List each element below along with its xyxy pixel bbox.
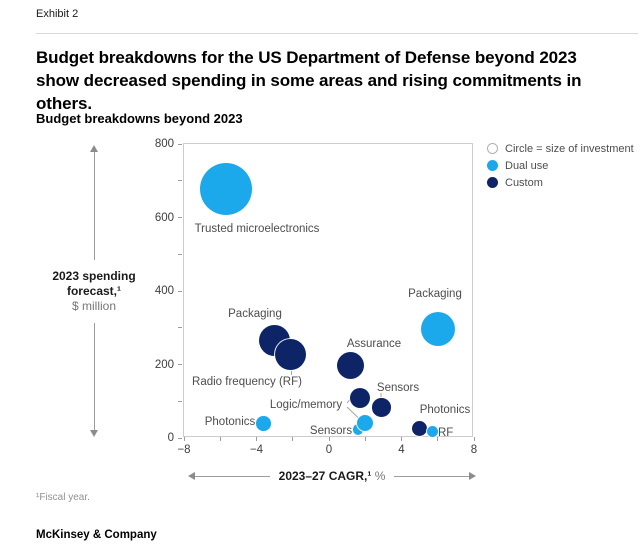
x-axis-label: 2023–27 CAGR,¹ % [279, 469, 386, 483]
arrow-up-icon [90, 145, 98, 152]
x-tick-label: 0 [325, 444, 333, 456]
dual-use-dot-icon [487, 160, 498, 171]
bubble-photonics-dual-use [256, 416, 272, 431]
bubble-assurance-custom [337, 352, 365, 380]
bubble-radio-frequency-rf-custom [275, 338, 307, 370]
x-tick [292, 437, 294, 441]
y-tick-label: 200 [154, 358, 174, 371]
y-tick [178, 143, 182, 145]
y-axis-arrow-line-top [93, 152, 95, 260]
x-axis-unit: % [374, 469, 386, 483]
y-tick-label: 600 [154, 211, 174, 224]
x-tick [437, 437, 439, 441]
legend-custom-label: Custom [505, 176, 543, 189]
x-tick-label: 4 [398, 444, 405, 456]
chart-title: Budget breakdowns beyond 2023 [36, 111, 243, 126]
y-tick [178, 180, 182, 182]
empty-circle-icon [487, 143, 498, 154]
y-axis-label-line2: forecast,¹ [66, 283, 122, 298]
bubble-rf-dual-use [426, 425, 438, 438]
x-tick [183, 437, 185, 441]
x-tick [364, 437, 366, 441]
legend-row-custom: Custom [487, 174, 634, 191]
page-title: Budget breakdowns for the US Department … [36, 48, 582, 113]
x-axis-arrow-line-right [394, 475, 470, 477]
y-tick [178, 217, 182, 218]
bubble-packaging-dual-use [420, 311, 455, 347]
legend-row-size: Circle = size of investment [487, 140, 634, 157]
legend-size-note: Circle = size of investment [505, 142, 634, 155]
y-tick-label: 0 [167, 432, 174, 444]
y-tick-label: 400 [154, 285, 174, 297]
y-tick [178, 400, 182, 402]
point-label-sensors-custom: Sensors [376, 382, 420, 394]
point-label-photonics-dual-use: Photonics [204, 416, 256, 428]
x-axis-label-text: 2023–27 CAGR,¹ [278, 469, 372, 483]
legend: Circle = size of investment Dual use Cus… [487, 140, 634, 191]
x-tick-label: −4 [249, 444, 264, 456]
legend-dual-use-label: Dual use [505, 159, 549, 172]
y-tick [178, 327, 182, 329]
point-label-sensors-dual-use: Sensors [309, 425, 353, 437]
y-axis-annotation: 2023 spending forecast,¹ $ million [49, 145, 139, 437]
x-axis-arrow-line-left [195, 475, 270, 477]
y-tick [178, 437, 182, 439]
source-attribution: McKinsey & Company [36, 529, 157, 541]
x-tick-label: −8 [177, 444, 191, 456]
arrow-right-icon [469, 472, 477, 480]
y-axis-label-line1: 2023 spending [52, 268, 136, 283]
plot-area: −8 −4 0 4 8 800 600 400 200 0 Trusted microelectro… [155, 138, 477, 456]
custom-dot-icon [487, 177, 498, 188]
point-label-packaging-custom: Packaging [228, 308, 282, 320]
y-tick [178, 364, 182, 365]
x-axis-annotation: 2023–27 CAGR,¹ % [188, 468, 477, 484]
x-tick-label: 8 [470, 444, 478, 456]
x-tick [219, 437, 221, 441]
point-label-trusted-microelectronics-dual-use: Trusted microelectronics [194, 223, 320, 235]
y-axis-arrow-line-bottom [93, 322, 95, 430]
y-tick [178, 290, 182, 292]
header-divider [36, 33, 638, 34]
point-label-logic-memory-custom: Logic/memory [269, 399, 343, 411]
x-tick [401, 437, 402, 441]
bubble-trusted-microelectronics-dual-use [199, 162, 252, 215]
arrow-left-icon [188, 472, 195, 480]
bubble-sensors-dual-use [352, 424, 364, 435]
bubble-logic-memory-dual-use [357, 415, 374, 432]
legend-row-dual-use: Dual use [487, 157, 634, 174]
y-axis-label: 2023 spending forecast,¹ $ million [52, 260, 135, 323]
y-tick-label: 800 [154, 138, 174, 150]
x-tick [473, 437, 475, 441]
y-axis-unit: $ million [71, 298, 116, 313]
bubble-logic-memory-custom [349, 387, 370, 408]
x-tick [256, 437, 257, 441]
footnote: ¹Fiscal year. [36, 492, 90, 503]
x-tick [328, 437, 330, 441]
bubble-sensors-custom [372, 398, 391, 417]
point-label-radio-frequency-rf-custom: Radio frequency (RF) [192, 376, 302, 388]
exhibit-label: Exhibit 2 [36, 8, 79, 20]
bubble-photonics-custom [411, 420, 428, 437]
point-label-rf-dual-use: RF [438, 427, 454, 439]
point-label-packaging-dual-use: Packaging [408, 288, 462, 300]
point-label-photonics-custom: Photonics [419, 404, 471, 416]
arrow-down-icon [90, 430, 98, 437]
point-label-assurance-custom: Assurance [346, 338, 402, 350]
y-tick [178, 253, 182, 255]
